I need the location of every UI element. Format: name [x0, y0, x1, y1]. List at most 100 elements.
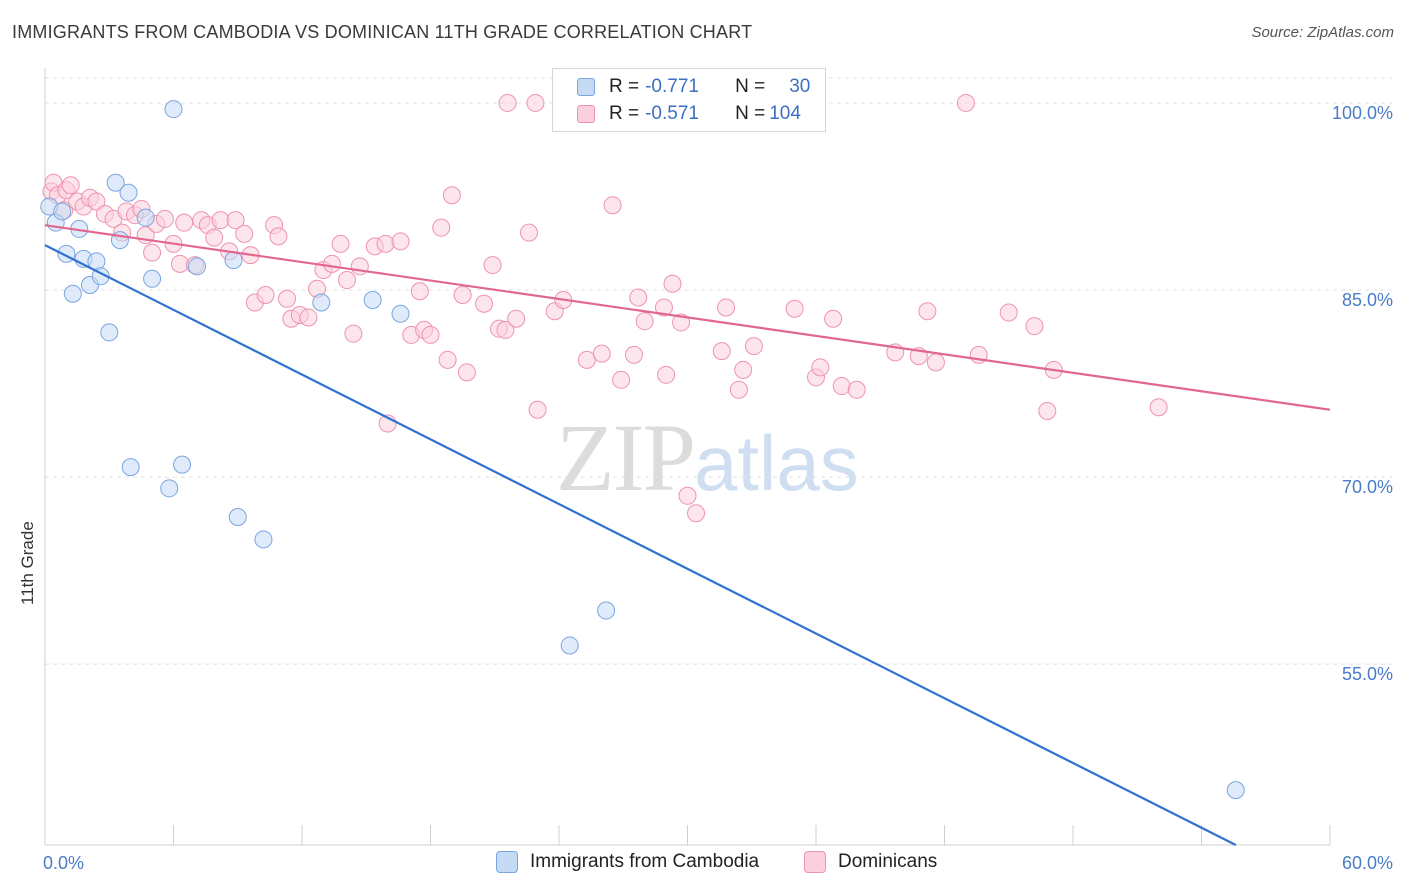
- dominicans-point: [322, 254, 341, 273]
- dominicans-point: [654, 298, 673, 317]
- y-tick-label: 85.0%: [1342, 290, 1393, 310]
- r-value: -0.771: [645, 76, 699, 97]
- dominicans-point: [635, 312, 654, 331]
- dominicans-point: [729, 380, 748, 399]
- cambodia-point: [254, 530, 273, 549]
- cambodia-point: [597, 601, 616, 620]
- dominicans-point: [528, 400, 547, 419]
- y-tick-label: 70.0%: [1342, 477, 1393, 497]
- dominicans-swatch: [577, 105, 595, 123]
- legend-swatch-cambodia: [496, 851, 518, 873]
- dominicans-point: [331, 234, 350, 253]
- dominicans-point: [143, 243, 162, 262]
- dominicans-point: [624, 345, 643, 364]
- dominicans-point: [337, 271, 356, 290]
- cambodia-point: [164, 100, 183, 119]
- tick-labels: 55.0% 70.0% 85.0% 100.0% 0.0% 60.0%: [43, 103, 1393, 873]
- n-label: N =: [735, 76, 766, 97]
- y-tick-label: 100.0%: [1332, 103, 1393, 123]
- dominicans-point: [170, 254, 189, 273]
- dominicans-point: [175, 213, 194, 232]
- dominicans-point: [269, 227, 288, 246]
- cambodia-point: [143, 269, 162, 288]
- cambodia-swatch: [577, 78, 595, 96]
- grid-lines: [45, 77, 1392, 665]
- cambodia-points: [40, 100, 1245, 800]
- dominicans-point: [155, 209, 174, 228]
- chart-title: IMMIGRANTS FROM CAMBODIA VS DOMINICAN 11…: [12, 22, 753, 42]
- legend-label-dominicans: Dominicans: [838, 851, 938, 872]
- cambodia-point: [391, 304, 410, 323]
- dominicans-point: [498, 93, 517, 112]
- dominicans-point: [376, 234, 395, 253]
- dominicans-point: [256, 286, 275, 305]
- dominicans-point: [577, 350, 596, 369]
- dominicans-point: [61, 176, 80, 195]
- y-axis-label-wrap: 11th Grade: [18, 505, 38, 625]
- dominicans-point: [211, 211, 230, 230]
- dominicans-point: [442, 186, 461, 205]
- dominicans-point: [496, 320, 515, 339]
- y-tick-label: 55.0%: [1342, 664, 1393, 684]
- dominicans-point: [918, 302, 937, 321]
- legend-item-cambodia[interactable]: Immigrants from Cambodia: [496, 851, 759, 873]
- cambodia-point: [160, 479, 179, 498]
- dominicans-point: [687, 504, 706, 523]
- dominicans-point: [744, 337, 763, 356]
- legend-item-dominicans[interactable]: Dominicans: [804, 851, 937, 873]
- series-legend: Immigrants from Cambodia Dominicans: [0, 851, 1406, 879]
- dominicans-point: [205, 228, 224, 247]
- dominicans-point: [824, 309, 843, 328]
- axes: [44, 68, 1331, 846]
- dominicans-point: [520, 223, 539, 242]
- dominicans-point: [847, 380, 866, 399]
- legend-swatch-dominicans: [804, 851, 826, 873]
- cambodia-point: [173, 455, 192, 474]
- cambodia-point: [63, 284, 82, 303]
- y-axis-label: 11th Grade: [18, 521, 37, 605]
- dominicans-point: [811, 358, 830, 377]
- dominicans-point: [344, 324, 363, 343]
- cambodia-point: [560, 636, 579, 655]
- dominicans-point: [410, 282, 429, 301]
- dominicans-points: [42, 93, 1168, 523]
- dominicans-point: [592, 344, 611, 363]
- dominicans-point: [432, 218, 451, 237]
- watermark-atlas: atlas: [694, 419, 859, 507]
- dominicans-point: [999, 303, 1018, 322]
- x-tick-label-max: 60.0%: [1342, 853, 1393, 873]
- stats-legend-row-cambodia: R = -0.771 N = 30: [577, 75, 810, 99]
- dominicans-point: [734, 360, 753, 379]
- trend-lines: [44, 224, 1331, 846]
- r-value: -0.571: [645, 103, 699, 124]
- cambodia-point: [228, 507, 247, 526]
- cambodia-point: [119, 183, 138, 202]
- dominicans-point: [226, 211, 245, 230]
- cambodia-point: [312, 293, 331, 312]
- dominicans-point: [278, 289, 297, 308]
- watermark-zip: ZIP: [556, 404, 696, 511]
- dominicans-point: [1025, 317, 1044, 336]
- cambodia-point: [1226, 781, 1245, 800]
- n-label: N =: [735, 103, 766, 124]
- dominicans-point: [663, 274, 682, 293]
- dominicans-point: [421, 325, 440, 344]
- dominicans-point: [507, 309, 526, 328]
- dominicans-point: [603, 196, 622, 215]
- dominicans-point: [678, 486, 697, 505]
- watermark: ZIPatlas: [556, 402, 859, 513]
- n-value: 30: [789, 76, 811, 97]
- dominicans-point: [391, 232, 410, 251]
- dominicans-point: [438, 350, 457, 369]
- cambodia-point: [363, 290, 382, 309]
- dominicans-trend-line: [44, 224, 1331, 411]
- source-label: Source: ZipAtlas.com: [1251, 24, 1394, 41]
- stats-legend-row-dominicans: R = -0.571 N = 104: [577, 102, 801, 126]
- dominicans-point: [926, 353, 945, 372]
- x-tick-label-min: 0.0%: [43, 853, 84, 873]
- cambodia-point: [121, 458, 140, 477]
- cambodia-point: [136, 208, 155, 227]
- dominicans-point: [956, 93, 975, 112]
- dominicans-point: [1038, 401, 1057, 420]
